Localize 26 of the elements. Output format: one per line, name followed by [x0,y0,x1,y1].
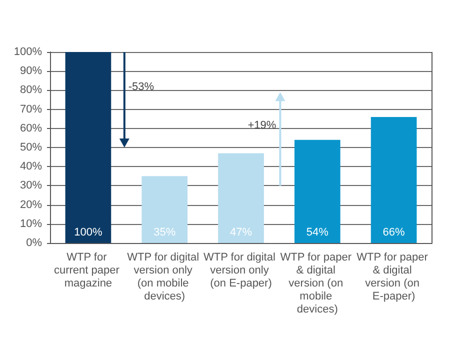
x-tick-label: WTP for paper & digital version (on E-paper) [356,252,431,302]
x-tick-label: WTP for digital version only (on mobile devices) [127,252,202,302]
y-tick-label: 30% [20,180,42,192]
y-tick-label: 80% [20,84,42,96]
y-tick-label: 100% [14,46,42,58]
data-label: 54% [306,226,329,238]
bar [65,52,112,243]
y-tick-label: 0% [26,237,42,249]
y-tick-label: 60% [20,122,42,134]
data-label: 100% [74,226,102,238]
y-tick-label: 20% [20,198,42,211]
bar [370,116,417,243]
data-label: 47% [230,226,252,238]
x-tick-label: WTP for digital version only (on E-paper) [204,252,278,290]
y-tick-label: 10% [20,218,42,230]
bar [218,153,264,243]
bar [142,176,188,243]
y-tick-label: 40% [20,160,42,173]
x-tick-label: WTP for paper & digital version (on mobile devices) [280,252,355,316]
y-tick-label: 70% [20,103,42,116]
data-label: 66% [382,226,406,238]
x-tick-label: WTP for current paper magazine [54,252,122,290]
bar [294,140,340,243]
data-label: 35% [154,226,176,238]
y-tick-label: 50% [20,142,42,154]
y-tick-label: 90% [20,65,42,78]
